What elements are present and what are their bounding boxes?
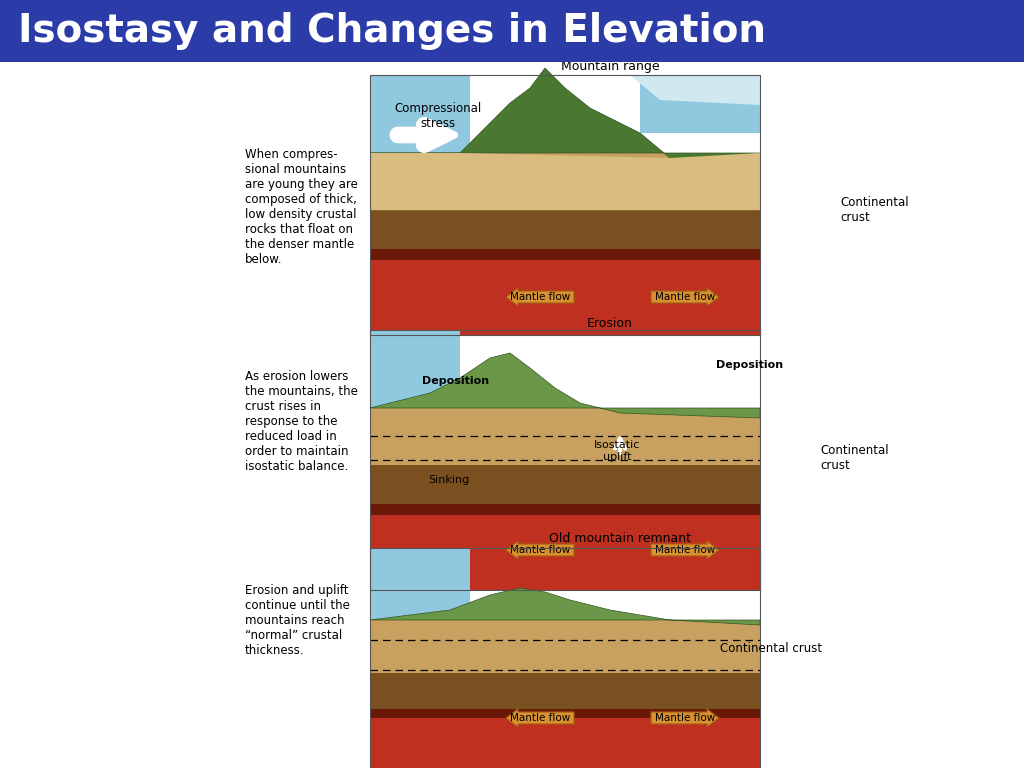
Text: Mountain range: Mountain range [561,60,659,73]
Text: Isostasy and Changes in Elevation: Isostasy and Changes in Elevation [18,12,766,50]
Polygon shape [370,515,760,590]
Text: Mantle flow: Mantle flow [510,713,570,723]
Polygon shape [370,249,760,260]
Polygon shape [370,330,460,408]
Polygon shape [370,353,760,418]
Polygon shape [370,548,470,620]
Polygon shape [370,588,760,625]
Polygon shape [370,153,760,210]
Text: Mantle flow: Mantle flow [655,713,715,723]
Polygon shape [370,709,760,718]
Polygon shape [370,620,760,673]
Text: Erosion and uplift
continue until the
mountains reach
“normal” crustal
thickness: Erosion and uplift continue until the mo… [245,584,350,657]
Polygon shape [370,68,760,163]
Text: Deposition: Deposition [423,376,489,386]
Polygon shape [370,718,760,768]
Polygon shape [370,408,760,465]
Bar [0,0,1024,62]
Polygon shape [651,288,719,306]
Polygon shape [651,541,719,559]
Text: When compres-
sional mountains
are young they are
composed of thick,
low density: When compres- sional mountains are young… [245,148,357,266]
Polygon shape [370,673,760,709]
Text: Old mountain remnant: Old mountain remnant [549,532,691,545]
Polygon shape [651,709,719,727]
Polygon shape [370,505,760,515]
Polygon shape [506,709,574,727]
Text: Continental crust: Continental crust [720,641,822,654]
Text: Sinking: Sinking [428,475,470,485]
Polygon shape [370,210,760,249]
Polygon shape [370,260,760,335]
Text: Continental
crust: Continental crust [820,444,889,472]
Text: Mantle flow: Mantle flow [510,545,570,555]
Polygon shape [630,75,760,105]
Text: Mantle flow: Mantle flow [655,545,715,555]
Text: Mantle flow: Mantle flow [655,292,715,302]
Text: Mantle flow: Mantle flow [510,292,570,302]
Text: Isostatic
uplift: Isostatic uplift [594,440,640,462]
Text: Erosion: Erosion [587,317,633,330]
Text: Deposition: Deposition [717,360,783,370]
Polygon shape [506,288,574,306]
Polygon shape [370,75,470,153]
Polygon shape [640,75,760,133]
Text: Compressional
stress: Compressional stress [394,102,481,130]
Polygon shape [506,541,574,559]
Polygon shape [370,153,760,210]
Text: Continental
crust: Continental crust [840,196,908,224]
Text: As erosion lowers
the mountains, the
crust rises in
response to the
reduced load: As erosion lowers the mountains, the cru… [245,370,357,473]
Polygon shape [370,465,760,505]
